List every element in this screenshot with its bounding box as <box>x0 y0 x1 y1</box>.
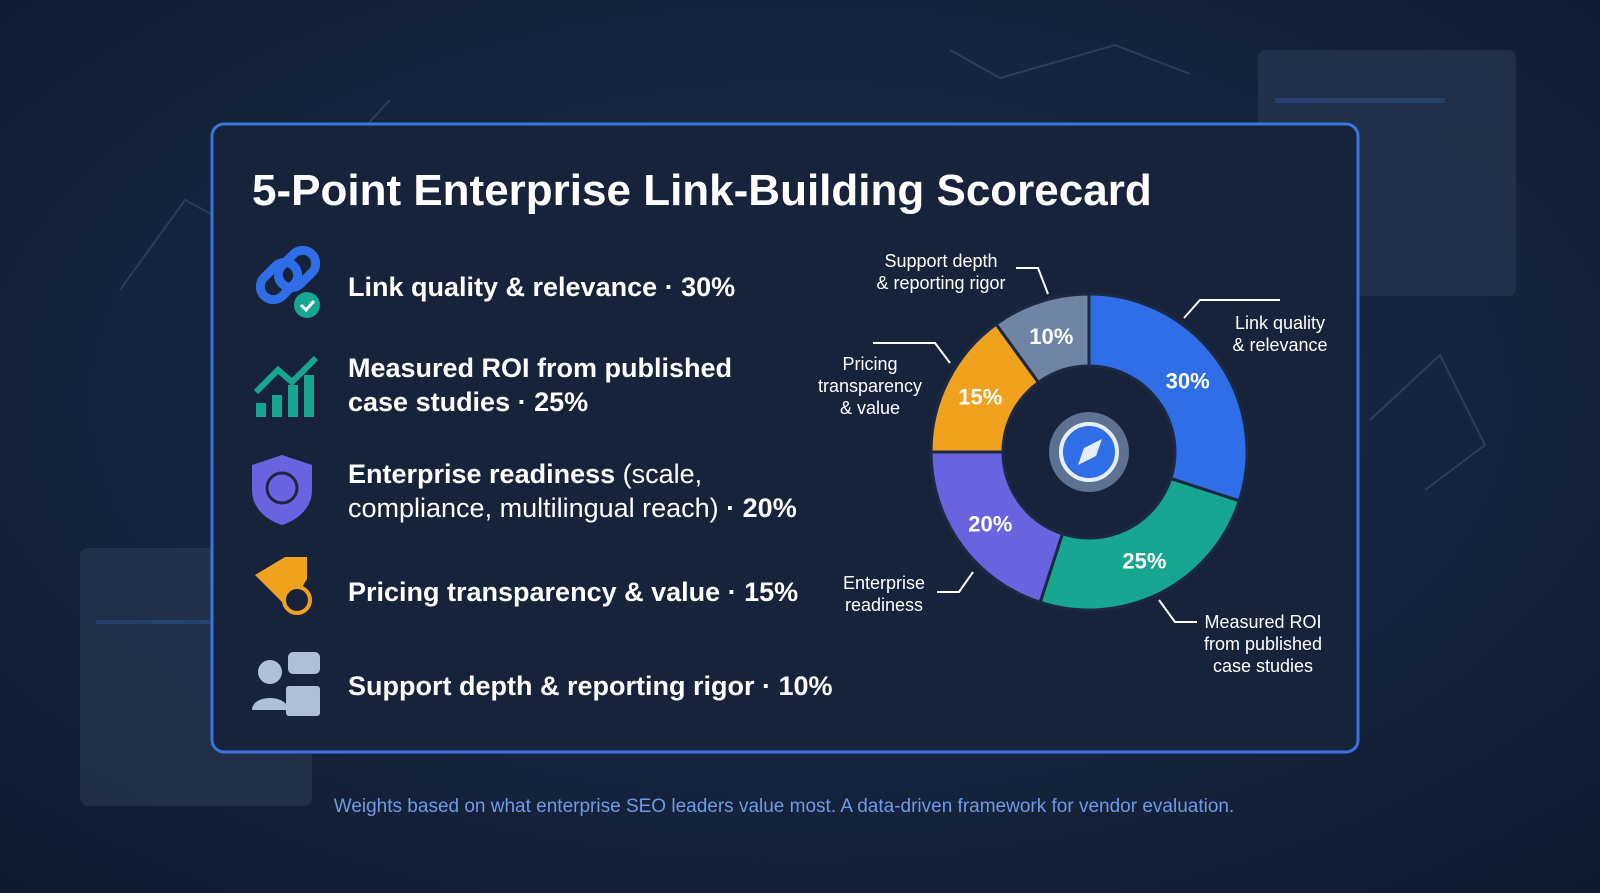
value-label: 10% <box>1029 324 1073 349</box>
donut-slice <box>929 450 1065 605</box>
list-segment: compliance, multilingual reach) <box>348 493 719 523</box>
slice-label: & value <box>840 398 900 418</box>
leader-arrows <box>873 267 1280 623</box>
slice-label: readiness <box>845 595 923 615</box>
list-item: Support depth & reporting rigor · 10% <box>348 671 833 701</box>
list-item: case studies · 25% <box>348 387 588 417</box>
slice-label: Measured ROI <box>1204 612 1321 632</box>
list-item: compliance, multilingual reach) · 20% <box>348 493 797 523</box>
slice-label: from published <box>1204 634 1322 654</box>
slice-label: Support depth <box>884 251 997 271</box>
donut-slice <box>1087 292 1249 503</box>
list-item: Measured ROI from published <box>348 353 732 383</box>
list-segment: case studies · 25% <box>348 387 588 417</box>
list-segment: (scale, <box>615 459 702 489</box>
value-label: 30% <box>1166 368 1210 393</box>
list-segment: Measured ROI from published <box>348 353 732 383</box>
slice-label: Pricing <box>842 354 897 374</box>
slice-label: Enterprise <box>843 573 925 593</box>
center-gear <box>1049 412 1129 492</box>
list-item: Enterprise readiness (scale, <box>348 459 702 489</box>
list-segment: Support depth & reporting rigor · 10% <box>348 671 833 701</box>
footer: Weights based on what enterprise SEO lea… <box>334 796 1235 817</box>
value-label: 20% <box>968 512 1012 537</box>
list-item: Link quality & relevance · 30% <box>348 272 735 302</box>
list-item: Pricing transparency & value · 15% <box>348 577 798 607</box>
list-segment: Enterprise readiness <box>348 459 615 489</box>
chart-title: 5-Point Enterprise Link-Building Scoreca… <box>252 166 1152 215</box>
list-segment: Pricing transparency & value · 15% <box>348 577 798 607</box>
slice-label: transparency <box>818 376 922 396</box>
value-label: 25% <box>1122 549 1166 574</box>
donut-slice <box>994 292 1091 385</box>
slice-label: case studies <box>1213 656 1313 676</box>
slice-label: Link quality <box>1235 313 1325 333</box>
list-segment: · 20% <box>719 493 797 523</box>
value-label: 15% <box>958 385 1002 410</box>
slice-label: & reporting rigor <box>876 273 1005 293</box>
donut-slice <box>1038 476 1242 612</box>
icons <box>252 245 321 716</box>
list-segment: Link quality & relevance · 30% <box>348 272 735 302</box>
slice-label: & relevance <box>1232 335 1327 355</box>
